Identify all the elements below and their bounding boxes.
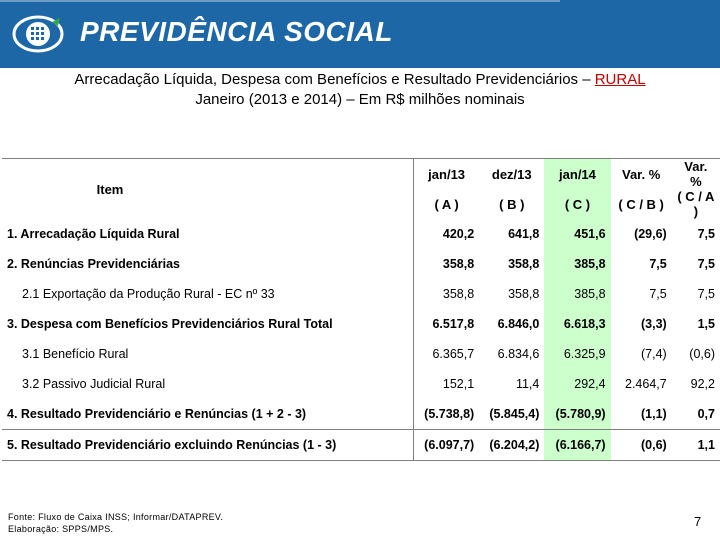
row-label: 1. Arrecadação Líquida Rural [7, 227, 180, 241]
cell-b: 358,8 [508, 287, 540, 301]
page-title-line1: Arrecadação Líquida, Despesa com Benefíc… [0, 71, 720, 88]
source-note: Fonte: Fluxo de Caixa INSS; Informar/DAT… [8, 511, 223, 535]
cell-e: 0,7 [697, 407, 715, 421]
cell-c: (5.780,9) [544, 399, 611, 430]
elaboration-line: Elaboração: SPPS/MPS. [8, 524, 114, 534]
row-label: 2.1 Exportação da Produção Rural - EC nº… [22, 287, 275, 301]
cell-a: 152,1 [413, 369, 480, 399]
row-label: 5. Resultado Previdenciário excluindo Re… [2, 429, 414, 461]
table-row: 1. Arrecadação Líquida Rural 420,2 641,8… [2, 219, 720, 249]
row-label: 2. Renúncias Previdenciárias [7, 257, 181, 271]
cell-d: (3,3) [641, 317, 667, 331]
page-number: 7 [694, 514, 702, 529]
row-label: 4. Resultado Previdenciário e Renúncias … [7, 407, 307, 421]
table-row: 2. Renúncias Previdenciárias 358,8 358,8… [2, 249, 720, 279]
cell-b: 6.834,6 [497, 347, 540, 361]
cell-e: 7,5 [697, 287, 715, 301]
cell-d: 7,5 [649, 257, 667, 271]
cell-c: 6.618,3 [544, 309, 611, 339]
col-header-e: Var. % [671, 158, 720, 189]
cell-b: (6.204,2) [479, 429, 545, 461]
item-header: Item [2, 158, 414, 219]
cell-c: 292,4 [544, 369, 611, 399]
cell-b: (5.845,4) [489, 407, 540, 421]
cell-b: 6.846,0 [497, 317, 540, 331]
col-header-d: Var. % [610, 158, 672, 189]
cell-c: 6.325,9 [544, 339, 611, 369]
cell-c: 385,8 [544, 279, 611, 309]
cell-a: 6.365,7 [413, 339, 480, 369]
previdencia-logo-icon [12, 15, 64, 53]
header-row-1: Item jan/13 dez/13 jan/14 Var. % Var. % [2, 158, 720, 219]
col-sub-b: ( B ) [499, 196, 525, 212]
cell-d: (1,1) [641, 407, 667, 421]
brand-title: PREVIDÊNCIA SOCIAL [80, 16, 393, 47]
cell-d: (7,4) [641, 347, 667, 361]
cell-e: 1,5 [697, 317, 715, 331]
cell-c: (6.166,7) [544, 429, 611, 461]
col-sub-a: ( A ) [413, 189, 480, 219]
title-prefix: Arrecadação Líquida, Despesa com Benefíc… [74, 71, 595, 88]
col-header-c: jan/14 [544, 158, 611, 189]
row-label: 3.2 Passivo Judicial Rural [22, 377, 166, 391]
cell-a: 358,8 [413, 279, 480, 309]
table-row: 2.1 Exportação da Produção Rural - EC nº… [2, 279, 720, 309]
cell-d: 7,5 [649, 287, 667, 301]
header-banner: PREVIDÊNCIA SOCIAL [0, 0, 720, 68]
header-row-2: ( A ) ( B ) ( C ) ( C / B ) ( C / A ) [2, 189, 720, 219]
col-header-a: jan/13 [413, 158, 480, 189]
cell-e: 92,2 [690, 377, 715, 391]
table-row: 3.2 Passivo Judicial Rural 152,1 11,4 29… [2, 369, 720, 399]
cell-a: 6.517,8 [413, 309, 480, 339]
cell-c: 451,6 [544, 219, 611, 249]
page-title-line2: Janeiro (2013 e 2014) – Em R$ milhões no… [195, 91, 525, 108]
header-rule [0, 0, 560, 2]
cell-a: (6.097,7) [413, 429, 480, 461]
col-sub-d: ( C / B ) [618, 196, 664, 212]
col-header-b: dez/13 [479, 158, 545, 189]
table-row: 4. Resultado Previdenciário e Renúncias … [2, 399, 720, 430]
row-label: 3. Despesa com Benefícios Previdenciário… [7, 317, 333, 331]
col-sub-c: ( C ) [544, 189, 611, 219]
cell-a: 358,8 [413, 249, 480, 279]
cell-c: 385,8 [544, 249, 611, 279]
row-label: 3.1 Benefício Rural [22, 347, 129, 361]
cell-d: (0,6) [610, 429, 672, 461]
cell-e: (0,6) [689, 347, 715, 361]
cell-b: 641,8 [508, 227, 540, 241]
table-row: 3. Despesa com Benefícios Previdenciário… [2, 309, 720, 339]
source-line: Fonte: Fluxo de Caixa INSS; Informar/DAT… [8, 512, 224, 522]
cell-d: (29,6) [634, 227, 667, 241]
cell-d: 2.464,7 [625, 377, 667, 391]
cell-e: 1,1 [671, 429, 720, 461]
cell-e: 7,5 [697, 257, 715, 271]
cell-a: (5.738,8) [413, 399, 480, 430]
col-sub-e: ( C / A ) [677, 189, 715, 219]
title-highlight: RURAL [594, 71, 646, 88]
cell-e: 7,5 [697, 227, 715, 241]
table-row: 3.1 Benefício Rural 6.365,7 6.834,6 6.32… [2, 339, 720, 369]
rural-results-table: Item jan/13 dez/13 jan/14 Var. % Var. % … [2, 158, 720, 461]
table-row: 5. Resultado Previdenciário excluindo Re… [2, 429, 720, 461]
cell-b: 11,4 [515, 377, 540, 391]
cell-a: 420,2 [413, 219, 480, 249]
cell-b: 358,8 [508, 257, 540, 271]
